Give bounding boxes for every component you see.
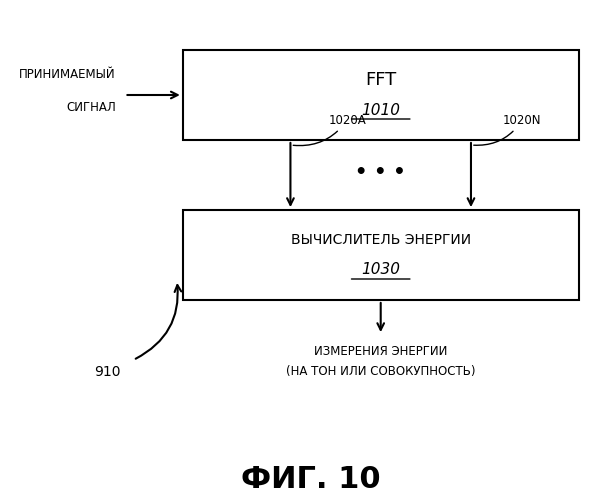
Text: FFT: FFT [365, 71, 396, 89]
Text: ПРИНИМАЕМЫЙ: ПРИНИМАЕМЫЙ [19, 68, 116, 82]
Text: 1030: 1030 [361, 262, 400, 278]
Text: 1010: 1010 [361, 102, 400, 118]
Text: ФИГ. 10: ФИГ. 10 [241, 466, 380, 494]
Text: СИГНАЛ: СИГНАЛ [66, 101, 116, 114]
Text: (НА ТОН ИЛИ СОВОКУПНОСТЬ): (НА ТОН ИЛИ СОВОКУПНОСТЬ) [286, 365, 476, 378]
Text: 1020A: 1020A [293, 114, 366, 146]
FancyBboxPatch shape [182, 50, 579, 140]
Text: • • •: • • • [355, 163, 406, 182]
Text: 1020N: 1020N [474, 114, 542, 146]
FancyBboxPatch shape [182, 210, 579, 300]
Text: 910: 910 [94, 366, 120, 380]
Text: ИЗМЕРЕНИЯ ЭНЕРГИИ: ИЗМЕРЕНИЯ ЭНЕРГИИ [314, 345, 447, 358]
Text: ВЫЧИСЛИТЕЛЬ ЭНЕРГИИ: ВЫЧИСЛИТЕЛЬ ЭНЕРГИИ [291, 233, 471, 247]
